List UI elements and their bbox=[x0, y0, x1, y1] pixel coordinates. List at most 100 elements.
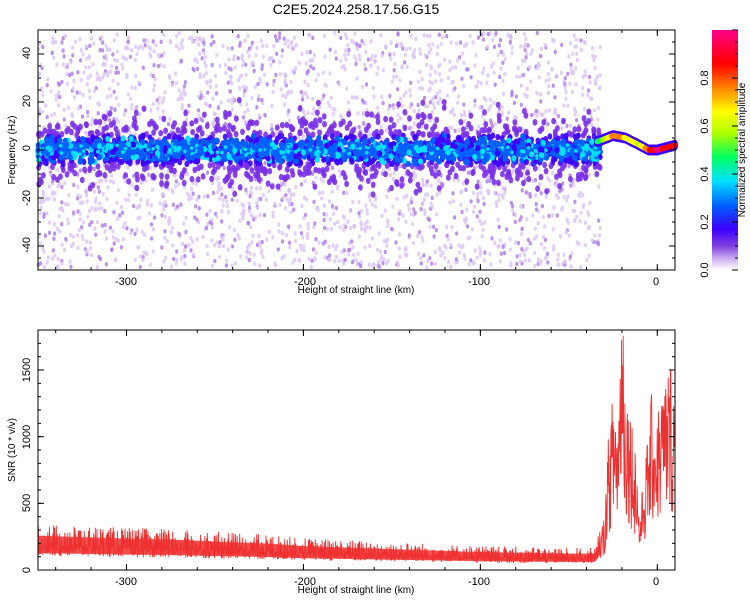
spectrogram-cell bbox=[457, 164, 463, 172]
spectrogram-noise-cell bbox=[358, 43, 362, 49]
spectrogram-noise-cell bbox=[42, 199, 46, 204]
spectrogram-cell bbox=[532, 165, 538, 172]
spectrogram-cell bbox=[371, 130, 377, 138]
spectrogram-noise-cell bbox=[182, 248, 186, 253]
spectrogram-noise-cell bbox=[105, 94, 109, 100]
spectrogram-noise-cell bbox=[222, 165, 226, 171]
spectrogram-noise-cell bbox=[515, 261, 519, 267]
spectrogram-noise-cell bbox=[287, 240, 292, 245]
spectrogram-noise-cell bbox=[511, 168, 515, 173]
spectrogram-noise-cell bbox=[357, 53, 361, 59]
spectrogram-noise-cell bbox=[464, 218, 468, 223]
spectrogram-noise-cell bbox=[534, 193, 538, 198]
spectrogram-noise-cell bbox=[133, 132, 137, 137]
spectrogram-noise-cell bbox=[481, 196, 485, 201]
spectrogram-cell bbox=[183, 109, 189, 117]
spectrogram-noise-cell bbox=[191, 252, 195, 257]
spectrogram-noise-cell bbox=[594, 81, 598, 86]
spectrogram-noise-cell bbox=[88, 208, 92, 214]
spectrogram-noise-cell bbox=[154, 43, 158, 48]
spectrogram-cell bbox=[81, 158, 87, 166]
spectrogram-noise-cell bbox=[218, 196, 222, 201]
spectrogram-noise-cell bbox=[119, 204, 124, 210]
spectrogram-noise-cell bbox=[322, 217, 326, 223]
spectrogram-noise-cell bbox=[104, 43, 108, 48]
spectrogram-noise-cell bbox=[156, 63, 161, 69]
spectrogram-noise-cell bbox=[38, 200, 43, 205]
spectrogram-noise-cell bbox=[375, 71, 379, 77]
spectrogram-noise-cell bbox=[303, 79, 307, 85]
spectrogram-cell bbox=[42, 127, 48, 134]
spectrogram-noise-cell bbox=[301, 134, 305, 139]
spectrogram-noise-cell bbox=[103, 222, 107, 228]
spectrogram-noise-cell bbox=[271, 89, 275, 95]
spectrogram-noise-cell bbox=[41, 93, 45, 98]
spectrogram-band-cell bbox=[210, 138, 216, 144]
spectrogram-noise-cell bbox=[227, 66, 231, 71]
spectrogram-noise-cell bbox=[360, 39, 364, 44]
spectrogram-cell bbox=[365, 177, 371, 184]
spectrogram-noise-cell bbox=[138, 254, 142, 259]
spectrogram-noise-cell bbox=[169, 264, 174, 269]
spectrogram-noise-cell bbox=[465, 224, 470, 229]
spectrogram-noise-cell bbox=[463, 112, 467, 118]
spectrogram-noise-cell bbox=[258, 186, 262, 191]
spectrogram-noise-cell bbox=[500, 193, 504, 198]
spectrogram-noise-cell bbox=[302, 243, 306, 249]
spectrogram-noise-cell bbox=[218, 240, 222, 245]
spectrogram-noise-cell bbox=[240, 73, 244, 78]
spectrogram-noise-cell bbox=[211, 181, 215, 186]
spectrogram-noise-cell bbox=[429, 47, 433, 52]
spectrogram-noise-cell bbox=[380, 136, 384, 142]
spectrogram-noise-cell bbox=[445, 233, 449, 238]
spectrogram-noise-cell bbox=[497, 243, 501, 249]
spectrogram-noise-cell bbox=[138, 112, 142, 117]
spectrogram-noise-cell bbox=[60, 40, 64, 45]
spectrogram-noise-cell bbox=[246, 108, 250, 113]
spectrogram-noise-cell bbox=[386, 219, 390, 225]
spectrogram-cell bbox=[51, 128, 57, 136]
spectrogram-noise-cell bbox=[61, 36, 65, 41]
spectrogram-noise-cell bbox=[261, 193, 265, 198]
spectrogram-noise-cell bbox=[242, 84, 246, 90]
spectrogram-noise-cell bbox=[473, 98, 477, 103]
spectrogram-cell bbox=[150, 173, 156, 180]
spectrogram-noise-cell bbox=[350, 259, 355, 265]
spectrogram-noise-cell bbox=[473, 248, 477, 253]
spectrogram-cell bbox=[244, 163, 250, 171]
spectrogram-noise-cell bbox=[383, 208, 388, 213]
spectrogram-noise-cell bbox=[546, 260, 550, 265]
spectrogram-noise-cell bbox=[357, 124, 361, 130]
spectrogram-noise-cell bbox=[570, 89, 575, 95]
spectrogram-noise-cell bbox=[261, 43, 265, 49]
spectrogram-noise-cell bbox=[514, 94, 518, 99]
spectrogram-noise-cell bbox=[499, 49, 503, 55]
spectrogram-cell bbox=[215, 163, 221, 170]
spectrogram-noise-cell bbox=[565, 217, 569, 223]
spectrogram-noise-cell bbox=[116, 188, 120, 193]
spectrogram-noise-cell bbox=[95, 220, 100, 225]
spectrogram-cell bbox=[172, 167, 177, 175]
spectrogram-noise-cell bbox=[443, 57, 447, 62]
spectrogram-noise-cell bbox=[360, 226, 364, 232]
spectrogram-noise-cell bbox=[515, 254, 519, 259]
spectrogram-noise-cell bbox=[588, 200, 592, 206]
spectrogram-noise-cell bbox=[160, 191, 165, 197]
spectrogram-noise-cell bbox=[245, 255, 249, 260]
spectrogram-cell bbox=[396, 101, 401, 108]
spectrogram-noise-cell bbox=[258, 212, 262, 218]
spectrogram-noise-cell bbox=[538, 261, 542, 266]
spectrogram-noise-cell bbox=[129, 124, 133, 129]
spectrogram-noise-cell bbox=[148, 165, 152, 171]
spectrogram-noise-cell bbox=[594, 78, 598, 83]
spectrogram-noise-cell bbox=[511, 208, 515, 213]
spectrogram-noise-cell bbox=[187, 103, 191, 108]
spectrogram-cell bbox=[93, 118, 99, 126]
spectrogram-cell bbox=[287, 132, 293, 139]
spectrogram-noise-cell bbox=[550, 66, 554, 72]
spectrogram-noise-cell bbox=[433, 69, 437, 75]
spectrogram-noise-cell bbox=[46, 77, 50, 82]
spectrogram-noise-cell bbox=[157, 95, 162, 100]
spectrogram-noise-cell bbox=[337, 168, 342, 174]
spectrogram-noise-cell bbox=[567, 233, 572, 238]
